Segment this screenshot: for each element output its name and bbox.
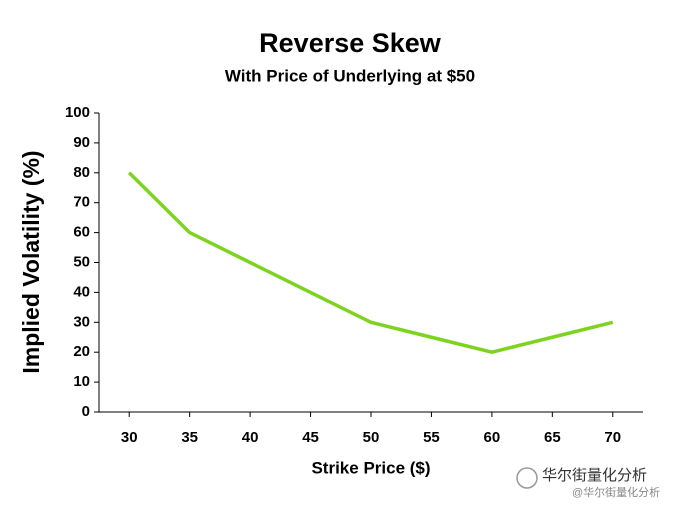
chart-subtitle: With Price of Underlying at $50 [225,66,475,85]
x-tick-label: 70 [604,429,621,446]
data-line [127,171,614,354]
watermark-icon [516,467,538,489]
x-tick-label: 40 [242,429,259,446]
x-tick-label: 60 [484,429,501,446]
y-tick-label: 60 [73,224,90,241]
watermark-text: 华尔街量化分析 [542,467,647,484]
y-tick-label: 20 [73,343,90,360]
y-tick-label: 90 [73,134,90,151]
x-tick-label: 35 [181,429,198,446]
x-axis-label: Strike Price ($) [311,458,430,477]
y-axis-label: Implied Volatility (%) [18,150,44,373]
y-tick-label: 80 [73,164,90,181]
watermark: 华尔街量化分析 @华尔街量化分析 [516,467,660,499]
y-tick-label: 70 [73,194,90,211]
y-tick-label: 40 [73,283,90,300]
x-tick-label: 65 [544,429,561,446]
y-tick-label: 0 [82,403,90,420]
y-tick-label: 30 [73,313,90,330]
x-tick-label: 55 [423,429,440,446]
watermark-handle: @华尔街量化分析 [572,485,660,499]
x-tick-label: 30 [121,429,138,446]
x-tick-label: 45 [302,429,319,446]
x-tick-label: 50 [363,429,380,446]
y-tick-label: 50 [73,253,90,270]
chart-title: Reverse Skew [259,28,442,58]
y-tick-label: 10 [73,373,90,390]
y-tick-label: 100 [65,104,90,121]
